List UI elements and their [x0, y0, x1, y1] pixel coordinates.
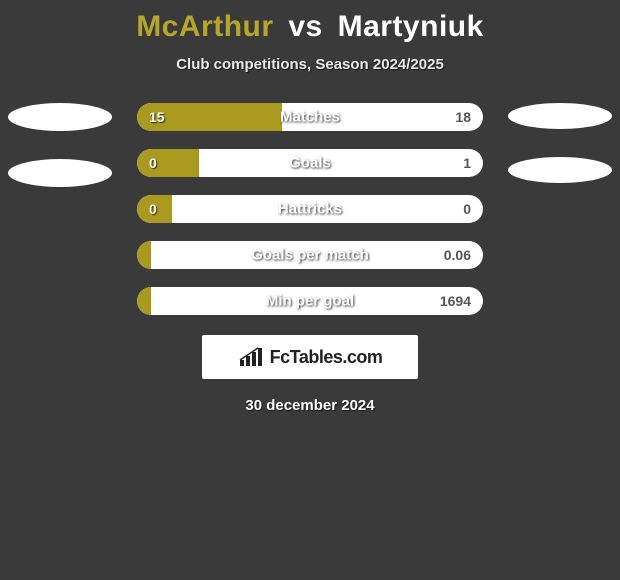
stat-label: Min per goal	[266, 293, 354, 310]
stat-label: Goals per match	[251, 247, 369, 264]
stat-value-right: 1	[463, 155, 471, 171]
logo-text: FcTables.com	[270, 347, 383, 368]
stat-bar-left-fill	[137, 287, 151, 315]
chart-area: 15 Matches 18 0 Goals 1 0 Hattricks 0 Goals per m…	[0, 103, 620, 315]
stat-value-left: 15	[149, 109, 165, 125]
stat-row: Min per goal 1694	[137, 287, 483, 315]
subtitle: Club competitions, Season 2024/2025	[0, 56, 620, 73]
logo-suffix: Tables.com	[290, 347, 383, 367]
stat-row: Goals per match 0.06	[137, 241, 483, 269]
logo-box: FcTables.com	[202, 335, 418, 379]
stat-label: Hattricks	[278, 201, 342, 218]
stat-value-left: 0	[149, 155, 157, 171]
vs-separator: vs	[288, 10, 322, 43]
ellipse-left-1	[8, 103, 112, 131]
player2-name: Martyniuk	[338, 10, 484, 43]
stat-label: Matches	[280, 109, 340, 126]
stat-row: 0 Goals 1	[137, 149, 483, 177]
ellipse-right-1	[508, 103, 612, 129]
stat-value-right: 1694	[440, 293, 471, 309]
ellipse-left-2	[8, 159, 112, 187]
stat-bar-left-fill	[137, 149, 199, 177]
stat-label: Goals	[289, 155, 331, 172]
stat-rows: 15 Matches 18 0 Goals 1 0 Hattricks 0 Goals per m…	[137, 103, 483, 315]
ellipse-right-2	[508, 157, 612, 183]
comparison-title: McArthur vs Martyniuk	[0, 0, 620, 44]
date-label: 30 december 2024	[0, 397, 620, 414]
stat-row: 0 Hattricks 0	[137, 195, 483, 223]
player1-name: McArthur	[136, 10, 273, 43]
left-ellipse-column	[8, 103, 112, 187]
stat-value-right: 18	[455, 109, 471, 125]
stat-value-left: 0	[149, 201, 157, 217]
stat-row: 15 Matches 18	[137, 103, 483, 131]
chart-icon	[238, 346, 264, 368]
right-ellipse-column	[508, 103, 612, 183]
stat-bar-left-fill	[137, 241, 151, 269]
stat-value-right: 0.06	[444, 247, 471, 263]
logo-prefix: Fc	[270, 347, 290, 367]
stat-value-right: 0	[463, 201, 471, 217]
